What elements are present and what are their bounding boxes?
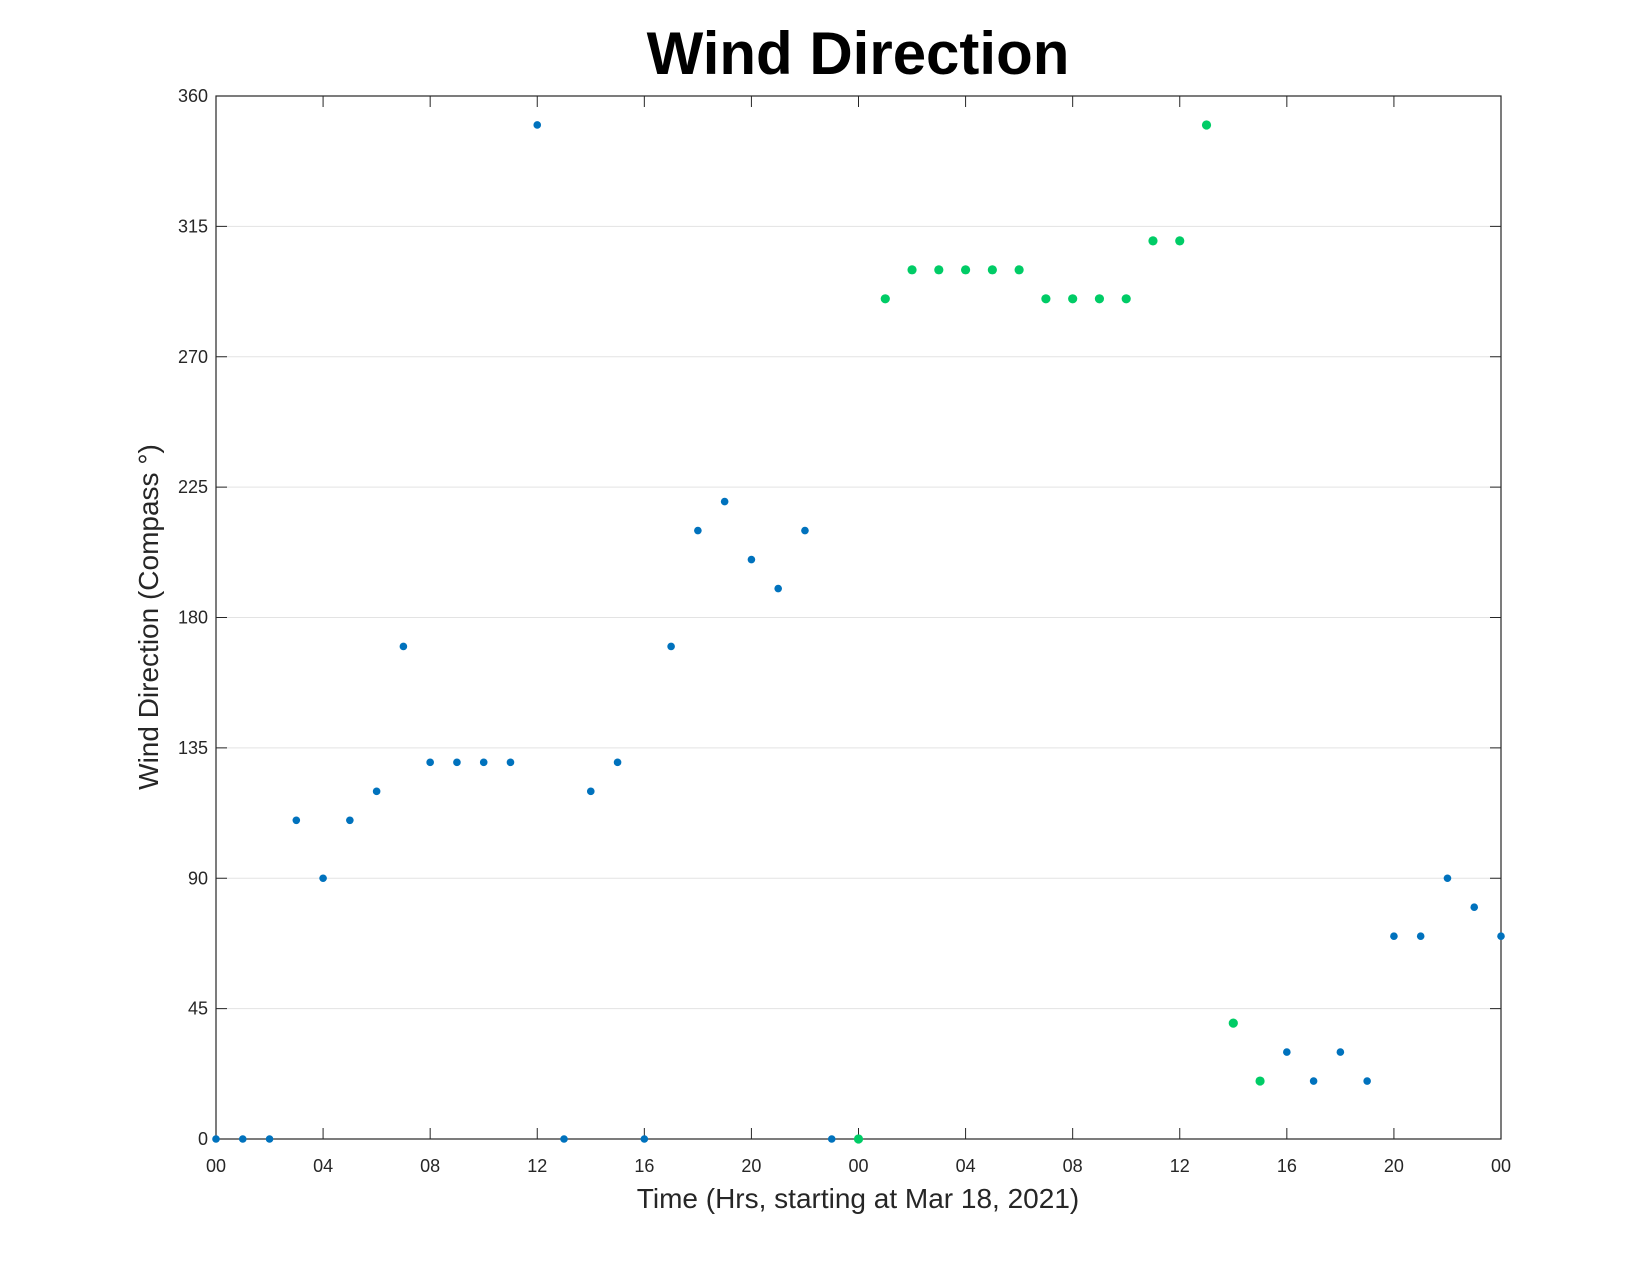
data-point (853, 1134, 864, 1144)
x-tick-labels: 00 04 08 12 16 20 00 04 08 12 16 20 00 (206, 1156, 1511, 1176)
data-point (774, 584, 782, 593)
data-point (1255, 1076, 1265, 1086)
x-tick-label: 20 (741, 1156, 761, 1176)
x-tick-label: 04 (313, 1156, 333, 1176)
data-point (533, 121, 542, 129)
data-point (1497, 932, 1505, 940)
y-tick-label: 225 (178, 477, 208, 497)
x-tick-label: 12 (1170, 1156, 1190, 1176)
x-tick-label: 20 (1384, 1156, 1404, 1176)
grid-lines (216, 225, 1501, 1010)
x-tick-label: 12 (527, 1156, 547, 1176)
data-point (1283, 1048, 1291, 1056)
data-point (479, 758, 488, 767)
data-point (506, 758, 515, 767)
data-point (1121, 294, 1131, 304)
y-tick-label: 315 (178, 216, 208, 236)
y-tick-label: 135 (178, 738, 208, 758)
data-point (586, 787, 595, 796)
data-point (372, 787, 381, 796)
data-point (747, 555, 756, 564)
data-points (212, 120, 1505, 1144)
data-point (453, 758, 461, 767)
data-point (694, 526, 702, 535)
data-point (1470, 903, 1479, 912)
chart-title: Wind Direction (647, 20, 1070, 87)
data-point (1363, 1077, 1371, 1085)
y-tick-label: 45 (188, 999, 208, 1019)
y-tick-label: 90 (188, 868, 208, 888)
x-tick-label: 16 (634, 1156, 654, 1176)
x-tick-label: 08 (420, 1156, 440, 1176)
data-point (907, 265, 917, 275)
y-tick-label: 270 (178, 347, 208, 367)
y-tick-labels: 0 45 90 135 180 225 270 315 360 (178, 86, 208, 1149)
data-point (1416, 932, 1425, 940)
x-tick-label: 16 (1277, 1156, 1297, 1176)
data-point (1094, 294, 1105, 304)
data-point (640, 1135, 649, 1143)
x-tick-label: 00 (206, 1156, 226, 1176)
x-tick-label: 00 (848, 1156, 868, 1176)
data-point (1309, 1077, 1318, 1085)
data-point (319, 874, 327, 883)
data-point (1014, 265, 1024, 275)
data-point (1228, 1018, 1238, 1028)
data-point (265, 1135, 274, 1143)
data-point (827, 1135, 836, 1143)
y-tick-label: 0 (198, 1129, 208, 1149)
data-point (801, 526, 809, 535)
data-point (1201, 120, 1212, 130)
data-point (1175, 236, 1185, 246)
data-point (880, 294, 890, 304)
data-point (426, 758, 434, 767)
data-point (1336, 1048, 1345, 1056)
x-tick-label: 08 (1063, 1156, 1083, 1176)
axis-ticks (215, 95, 1502, 1140)
x-axis-label: Time (Hrs, starting at Mar 18, 2021) (637, 1183, 1079, 1214)
data-point (1148, 236, 1158, 246)
data-point (667, 642, 675, 651)
data-point (292, 816, 301, 825)
data-point (212, 1135, 220, 1143)
data-point (1390, 932, 1398, 940)
data-point (1041, 294, 1051, 304)
data-point (987, 265, 997, 275)
data-point (960, 265, 971, 275)
y-tick-label: 180 (178, 608, 208, 628)
y-tick-label: 360 (178, 86, 208, 106)
data-point (720, 497, 729, 506)
data-point (560, 1135, 568, 1143)
x-tick-label: 00 (1491, 1156, 1511, 1176)
data-point (238, 1135, 247, 1143)
data-point (399, 642, 408, 651)
y-axis-label: Wind Direction (Compass °) (133, 444, 164, 790)
data-point (346, 816, 354, 825)
data-point (613, 758, 622, 767)
data-point (1068, 294, 1078, 304)
data-point (934, 265, 944, 275)
data-point (1443, 874, 1452, 883)
x-tick-label: 04 (956, 1156, 976, 1176)
